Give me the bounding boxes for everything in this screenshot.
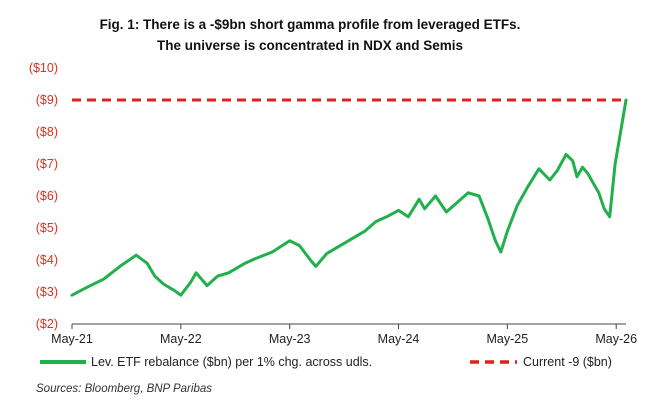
y-tick-label: ($10) (29, 61, 58, 75)
x-tick-label: May-22 (160, 332, 202, 346)
chart-title: Fig. 1: There is a -$9bn short gamma pro… (100, 17, 521, 32)
y-tick-label: ($6) (36, 189, 58, 203)
y-tick-label: ($9) (36, 93, 58, 107)
source-note: Sources: Bloomberg, BNP Paribas (36, 383, 212, 395)
x-tick-label: May-21 (51, 332, 93, 346)
x-axis: May-21 May-22 May-23 May-24 May-25 May-26 (51, 323, 637, 346)
x-tick-label: May-26 (595, 332, 637, 346)
y-tick-label: ($2) (36, 317, 58, 331)
legend-label-lev-etf: Lev. ETF rebalance ($bn) per 1% chg. acr… (91, 355, 372, 369)
y-axis: ($10) ($9) ($8) ($7) ($6) ($5) ($4) ($3) ($2) (29, 61, 58, 331)
x-tick-label: May-25 (487, 332, 529, 346)
chart-subtitle: The universe is concentrated in NDX and … (157, 38, 463, 53)
y-tick-label: ($4) (36, 253, 58, 267)
plot-area (70, 98, 628, 297)
legend: Lev. ETF rebalance ($bn) per 1% chg. acr… (40, 355, 612, 369)
y-tick-label: ($7) (36, 157, 58, 171)
x-tick-label: May-23 (269, 332, 311, 346)
series-line-lev-etf-rebalance (70, 98, 628, 297)
y-tick-label: ($3) (36, 285, 58, 299)
legend-label-current: Current -9 ($bn) (523, 355, 612, 369)
y-tick-label: ($5) (36, 221, 58, 235)
y-tick-label: ($8) (36, 125, 58, 139)
x-tick-label: May-24 (378, 332, 420, 346)
